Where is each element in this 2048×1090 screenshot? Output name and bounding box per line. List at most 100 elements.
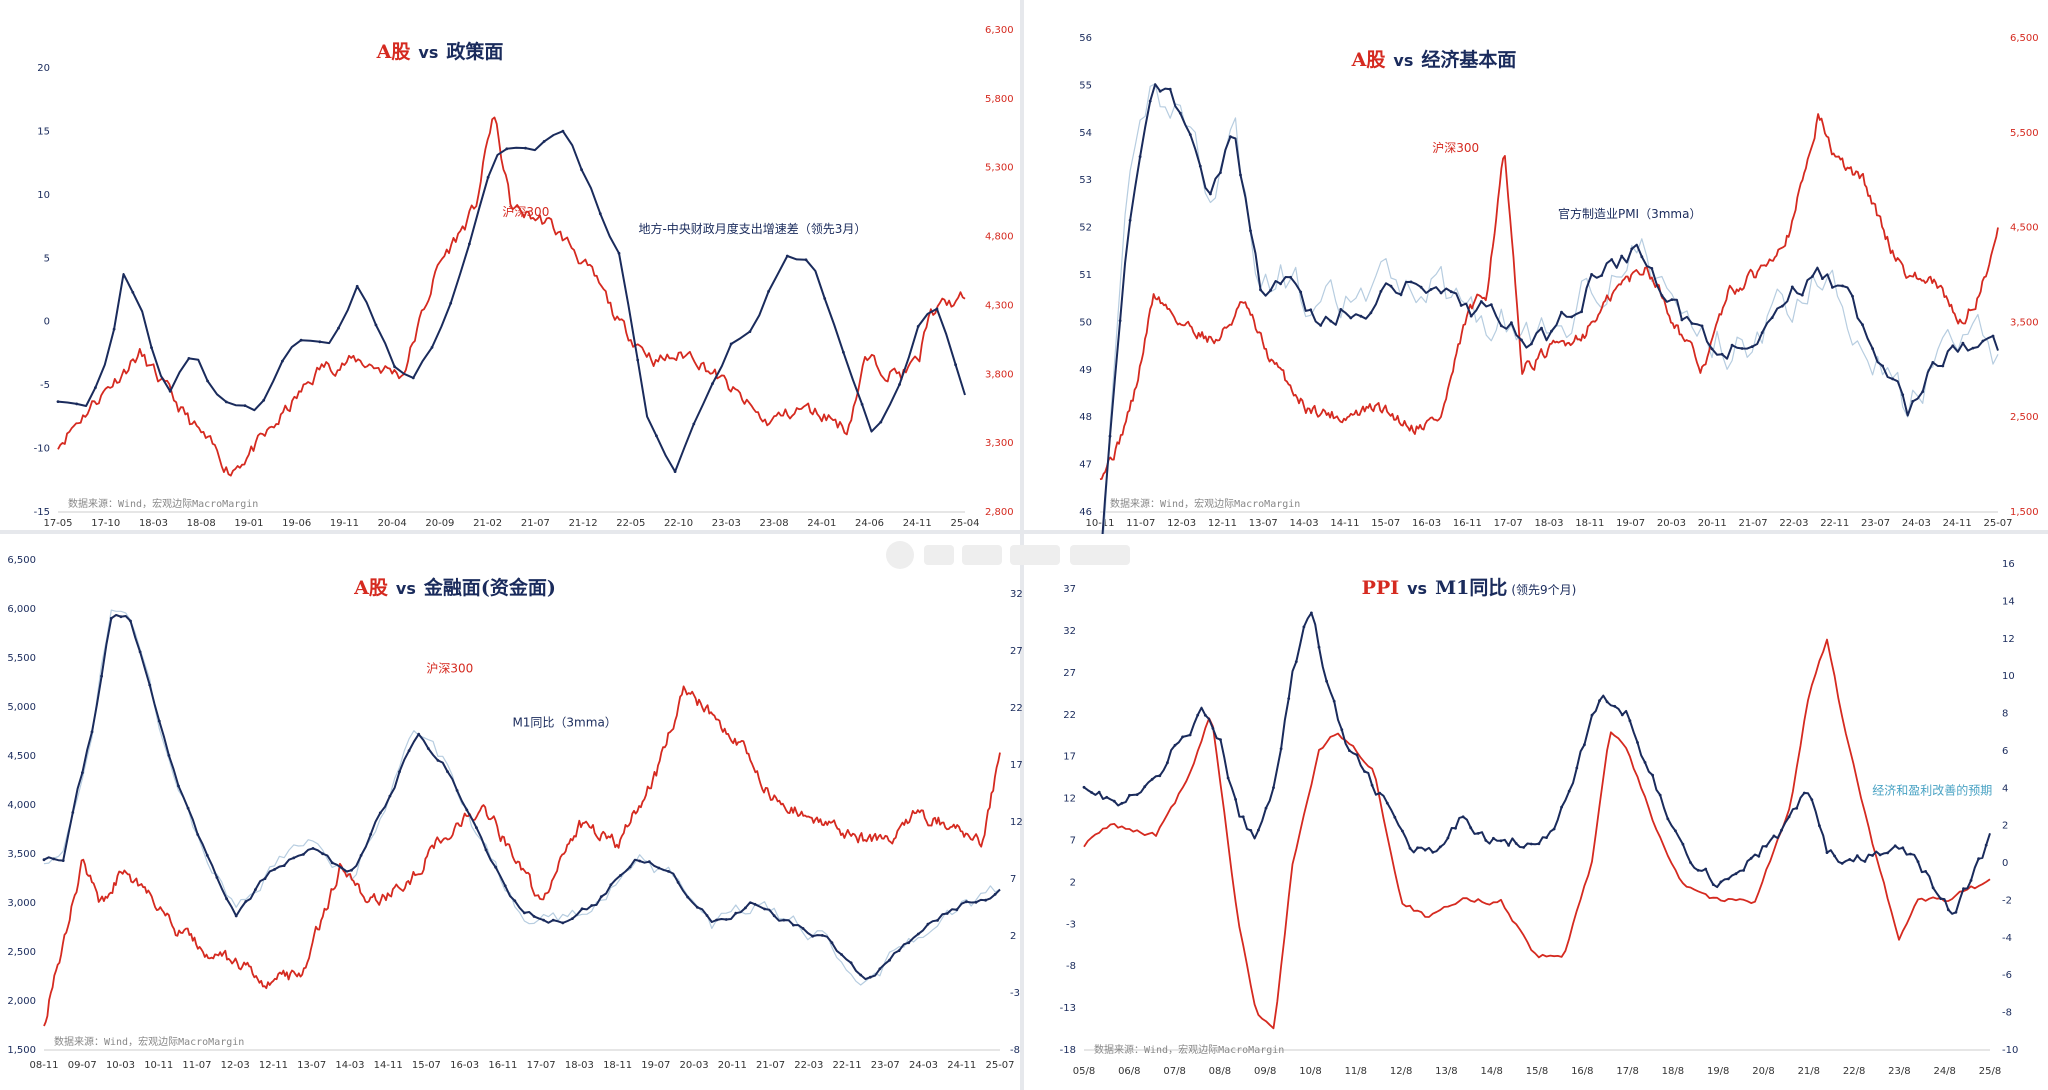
finance-point <box>244 900 248 903</box>
economy-point <box>1339 308 1343 311</box>
ppi-point <box>1423 848 1427 852</box>
ppi-point <box>1643 761 1647 764</box>
economy-point <box>1469 314 1473 318</box>
policy-point <box>299 338 303 342</box>
ppi-point <box>1150 777 1154 781</box>
policy-x-tick: 17-05 <box>43 518 72 529</box>
finance-point <box>667 870 670 873</box>
finance-point <box>81 771 84 774</box>
finance-point <box>196 833 200 836</box>
policy-source: 数据来源：Wind，宏观边际MacroMargin <box>68 497 258 510</box>
finance-point <box>359 854 363 857</box>
finance-left-tick: 4,500 <box>7 751 36 762</box>
finance-left-tick: 5,500 <box>7 653 36 664</box>
ppi-point <box>1393 815 1397 819</box>
finance-point <box>705 914 709 917</box>
finance-point <box>724 918 728 921</box>
finance-x-tick: 19-07 <box>641 1060 670 1071</box>
finance-point <box>955 908 959 912</box>
finance-left-tick: 4,000 <box>7 800 36 811</box>
ppi-point <box>1886 851 1889 855</box>
economy-title-blue: 经济基本面 <box>1421 48 1516 71</box>
ppi-point <box>1946 908 1950 912</box>
ppi-point <box>1469 826 1473 830</box>
ppi-point <box>1962 887 1965 891</box>
policy-series-red <box>57 116 966 477</box>
ppi-x-tick: 17/8 <box>1616 1066 1638 1077</box>
finance-point <box>676 881 680 884</box>
ppi-point <box>1689 861 1692 864</box>
ppi-point <box>1211 727 1215 730</box>
finance-point <box>234 914 238 918</box>
finance-x-tick: 17-07 <box>527 1060 556 1071</box>
economy-x-tick: 19-07 <box>1616 518 1645 529</box>
ppi-title-red: PPI <box>1362 577 1400 599</box>
economy-point <box>1319 324 1323 327</box>
ppi-right-tick: -4 <box>2002 933 2012 944</box>
ppi-point <box>1552 827 1556 831</box>
economy-title-vs: vs <box>1393 51 1413 70</box>
finance-title: A股 vs 金融面(资金面) <box>353 576 556 599</box>
chart-policy: A股 vs 政策面 20 15 10 5 0 -5 -10 -15 6,300 5,800 5,300 4,… <box>0 0 1018 529</box>
policy-title-vs: vs <box>418 43 438 62</box>
economy-right-tick: 5,500 <box>2010 128 2039 139</box>
ppi-point <box>1924 870 1927 873</box>
ppi-point <box>1696 868 1700 872</box>
economy-point <box>1530 342 1533 346</box>
policy-x-tick: 21-02 <box>473 518 502 529</box>
policy-x-tick: 22-10 <box>664 518 693 529</box>
ppi-point <box>1620 713 1624 717</box>
finance-point <box>715 918 718 922</box>
policy-x-tick: 18-08 <box>187 518 216 529</box>
economy-point <box>1640 255 1644 259</box>
policy-point <box>580 168 583 172</box>
economy-point <box>1951 344 1955 348</box>
finance-right-tick: 32 <box>1010 589 1023 600</box>
finance-x-tick: 14-03 <box>335 1060 364 1071</box>
policy-left-tick: -10 <box>34 444 50 455</box>
economy-x-tick: 10-11 <box>1085 518 1114 529</box>
policy-point <box>842 350 845 354</box>
ppi-x-tick: 08/8 <box>1209 1066 1231 1077</box>
finance-point <box>436 759 440 762</box>
finance-point <box>811 934 814 938</box>
finance-right-tick: -8 <box>1010 1045 1020 1056</box>
ppi-point <box>1484 839 1488 842</box>
economy-point <box>1178 111 1182 115</box>
ppi-right-tick: 14 <box>2002 596 2015 607</box>
policy-point <box>355 284 359 288</box>
economy-x-tick: 24-03 <box>1902 518 1931 529</box>
ppi-point <box>1219 738 1222 741</box>
economy-point <box>1891 377 1894 381</box>
finance-point <box>965 900 968 904</box>
finance-point <box>263 877 267 880</box>
ppi-point <box>1545 836 1548 839</box>
finance-point <box>513 899 517 903</box>
finance-point <box>897 949 901 952</box>
ppi-point <box>1711 883 1715 886</box>
ppi-point <box>1476 832 1480 835</box>
policy-point <box>767 290 770 293</box>
finance-right-tick: -3 <box>1010 988 1020 999</box>
finance-x-tick: 09-07 <box>68 1060 97 1071</box>
policy-x-tick: 21-07 <box>521 518 550 529</box>
finance-point <box>734 911 738 915</box>
economy-point <box>1590 273 1593 276</box>
economy-point <box>1419 285 1423 289</box>
finance-point <box>532 915 536 918</box>
finance-left-tick: 1,500 <box>7 1045 36 1056</box>
ppi-left-tick: 22 <box>1063 710 1076 721</box>
finance-point <box>378 811 382 815</box>
ppi-point <box>1120 801 1124 805</box>
economy-point <box>1489 303 1493 306</box>
economy-x-tick: 22-03 <box>1779 518 1808 529</box>
finance-left-tick: 2,500 <box>7 947 36 958</box>
ppi-point <box>1802 791 1806 795</box>
ppi-left-tick: -13 <box>1060 1003 1076 1014</box>
policy-right-tick: 5,800 <box>985 94 1014 105</box>
policy-x-tick: 23-03 <box>712 518 741 529</box>
ppi-point <box>1340 728 1344 732</box>
ppi-point <box>1757 854 1761 858</box>
policy-point <box>748 330 752 333</box>
economy-point <box>1881 364 1884 368</box>
